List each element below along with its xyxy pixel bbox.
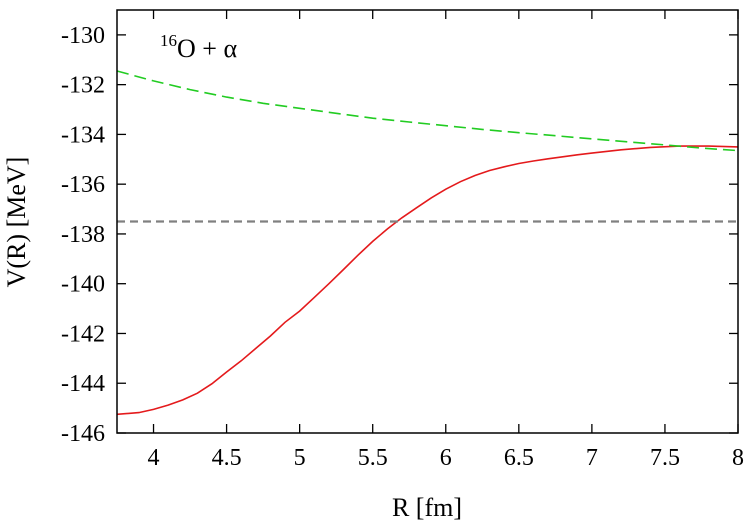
y-axis-title: V(R) [MeV] (2, 157, 31, 288)
x-tick-label: 6.5 (504, 445, 534, 471)
x-axis-title: R [fm] (392, 493, 462, 522)
plot-frame (116, 9, 739, 434)
x-tick-label: 5.5 (358, 445, 388, 471)
y-tick-label: -138 (61, 222, 105, 248)
x-tick-label: 6 (440, 445, 452, 471)
x-tick-label: 4 (148, 445, 160, 471)
y-tick-label: -136 (61, 172, 105, 198)
y-tick-label: -134 (61, 122, 105, 148)
annotation-text: O + α (177, 34, 237, 63)
series-line-1 (116, 145, 739, 416)
series-line-2 (116, 70, 739, 152)
x-tick-label: 7 (586, 445, 598, 471)
x-tick-label: 5 (294, 445, 306, 471)
x-tick-label: 4.5 (212, 445, 242, 471)
y-tick-label: -144 (61, 371, 105, 397)
series-layer (116, 70, 739, 416)
tick-layer: 4 4.5 5 5.5 6 6.5 7 7.5 8 -146 -144 -142 -140 -138 -13… (61, 10, 744, 471)
y-tick-label: -146 (61, 421, 105, 447)
x-tick-label: 8 (732, 445, 744, 471)
y-tick-label: -140 (61, 272, 105, 298)
y-tick-label: -142 (61, 321, 105, 347)
y-tick-label: -130 (61, 23, 105, 49)
reaction-annotation: 16O + α (160, 31, 237, 63)
x-tick-label: 7.5 (650, 445, 680, 471)
y-tick-label: -132 (61, 73, 105, 99)
annotation-mass-number: 16 (160, 31, 177, 50)
